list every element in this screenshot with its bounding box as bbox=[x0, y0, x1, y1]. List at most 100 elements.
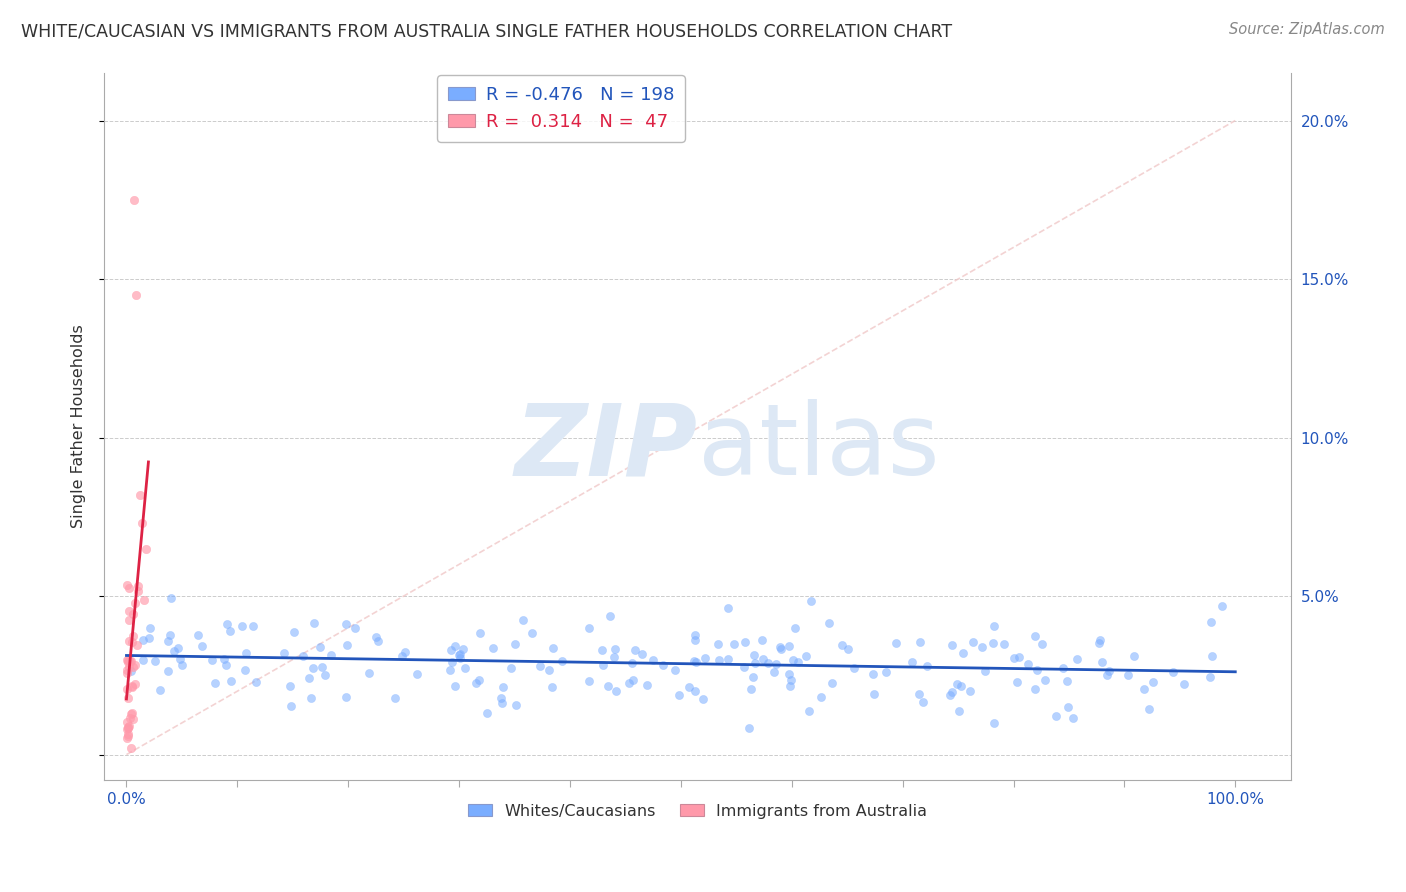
Point bbox=[738, 721, 761, 735]
Point bbox=[1056, 699, 1078, 714]
Point bbox=[842, 661, 865, 675]
Point bbox=[172, 657, 194, 672]
Point bbox=[983, 716, 1005, 731]
Point bbox=[624, 642, 647, 657]
Point bbox=[492, 681, 515, 695]
Point bbox=[120, 741, 142, 756]
Point bbox=[744, 656, 766, 670]
Point bbox=[127, 583, 149, 598]
Point bbox=[215, 658, 238, 673]
Point bbox=[219, 624, 242, 639]
Point bbox=[1091, 655, 1114, 669]
Point bbox=[121, 706, 143, 721]
Point bbox=[981, 636, 1004, 650]
Point bbox=[831, 638, 853, 652]
Point bbox=[468, 673, 491, 687]
Point bbox=[120, 706, 142, 721]
Point bbox=[685, 628, 707, 642]
Point bbox=[875, 665, 897, 679]
Point bbox=[503, 636, 526, 650]
Point bbox=[912, 695, 935, 709]
Point bbox=[491, 696, 513, 710]
Point bbox=[779, 679, 801, 693]
Point bbox=[124, 658, 146, 673]
Point bbox=[605, 684, 627, 698]
Point bbox=[115, 731, 138, 745]
Point bbox=[1173, 677, 1195, 691]
Point bbox=[449, 651, 471, 665]
Point bbox=[406, 667, 429, 681]
Point bbox=[1002, 651, 1025, 665]
Point bbox=[591, 643, 613, 657]
Point bbox=[169, 652, 191, 666]
Point bbox=[512, 613, 534, 627]
Point bbox=[117, 577, 139, 591]
Point bbox=[167, 641, 190, 656]
Point bbox=[717, 601, 740, 615]
Point bbox=[1045, 709, 1067, 723]
Point bbox=[120, 654, 142, 668]
Point bbox=[335, 617, 357, 632]
Point bbox=[117, 690, 139, 705]
Point bbox=[529, 659, 551, 673]
Point bbox=[117, 653, 139, 667]
Point bbox=[447, 648, 470, 662]
Point bbox=[117, 721, 139, 735]
Point bbox=[1033, 673, 1056, 688]
Point bbox=[617, 676, 640, 690]
Point bbox=[291, 649, 314, 664]
Point bbox=[765, 657, 787, 671]
Point bbox=[489, 691, 512, 706]
Point bbox=[787, 656, 810, 670]
Point bbox=[127, 579, 149, 593]
Point bbox=[449, 648, 471, 662]
Point bbox=[709, 653, 731, 667]
Point bbox=[884, 636, 907, 650]
Point bbox=[278, 679, 301, 693]
Point bbox=[298, 671, 321, 685]
Point bbox=[763, 665, 786, 679]
Point bbox=[157, 633, 180, 648]
Point bbox=[319, 648, 342, 662]
Point bbox=[115, 665, 138, 680]
Point bbox=[121, 680, 143, 694]
Point bbox=[117, 723, 139, 737]
Point bbox=[191, 639, 214, 653]
Point bbox=[143, 654, 166, 668]
Point bbox=[122, 629, 145, 643]
Point bbox=[941, 685, 963, 699]
Point bbox=[692, 691, 714, 706]
Point bbox=[131, 516, 153, 531]
Point bbox=[1007, 674, 1029, 689]
Point bbox=[630, 647, 652, 661]
Point bbox=[578, 674, 600, 689]
Point bbox=[1199, 670, 1222, 684]
Point bbox=[973, 664, 995, 678]
Point bbox=[127, 639, 149, 653]
Point bbox=[693, 651, 716, 665]
Point bbox=[302, 616, 325, 631]
Point bbox=[139, 621, 162, 635]
Point bbox=[121, 660, 143, 674]
Point bbox=[214, 651, 236, 665]
Point bbox=[862, 667, 884, 681]
Point bbox=[1095, 668, 1118, 682]
Point bbox=[451, 642, 474, 657]
Point bbox=[1008, 649, 1031, 664]
Point bbox=[118, 654, 141, 668]
Point bbox=[810, 690, 832, 704]
Point bbox=[779, 673, 801, 688]
Point bbox=[734, 635, 756, 649]
Point bbox=[128, 488, 150, 502]
Point bbox=[551, 654, 574, 668]
Point bbox=[959, 684, 981, 698]
Point bbox=[1056, 673, 1078, 688]
Point bbox=[742, 670, 765, 684]
Point bbox=[440, 642, 463, 657]
Point bbox=[336, 639, 359, 653]
Point bbox=[125, 288, 148, 302]
Point bbox=[314, 667, 336, 681]
Point bbox=[394, 644, 416, 658]
Point bbox=[541, 680, 564, 694]
Point bbox=[970, 640, 993, 654]
